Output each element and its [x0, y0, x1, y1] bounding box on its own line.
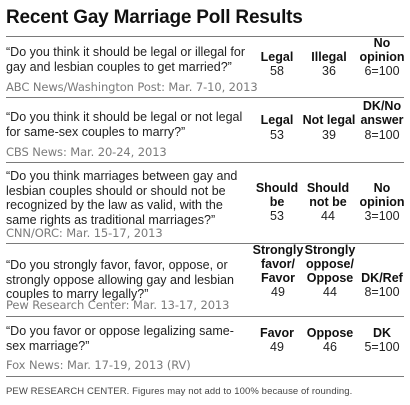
poll-question: “Do you favor or oppose legalizing same-…: [6, 324, 234, 353]
poll-value: 49: [270, 340, 284, 354]
poll-value: 6=100: [364, 64, 400, 78]
poll-value: 46: [323, 340, 337, 354]
poll-question: “Do you think it should be legal or not …: [6, 110, 243, 139]
column-header: Oppose: [306, 326, 354, 340]
poll-value: 8=100: [364, 128, 400, 142]
poll-value: 3=100: [364, 209, 400, 223]
divider: [6, 162, 404, 163]
column-header: Legal: [260, 113, 294, 127]
poll-question: “Do you think marriages between gay and …: [6, 169, 238, 227]
divider: [6, 243, 404, 244]
column-header: Illegal: [311, 50, 347, 64]
poll-source: ABC News/Washington Post: Mar. 7-10, 201…: [6, 80, 258, 94]
poll-source: Fox News: Mar. 17-19, 2013 (RV): [6, 358, 191, 372]
poll-value: 49: [271, 285, 285, 299]
poll-source: Pew Research Center: Mar. 13-17, 2013: [6, 298, 230, 312]
poll-question: “Do you strongly favor, favor, oppose, o…: [6, 258, 234, 301]
column-header: Should be: [255, 181, 299, 209]
footnote: PEW RESEARCH CENTER. Figures may not add…: [6, 386, 353, 397]
poll-value: 58: [270, 64, 284, 78]
column-header: Strongly favor/ Favor: [252, 243, 304, 285]
page-title: Recent Gay Marriage Poll Results: [6, 7, 303, 28]
poll-value: 8=100: [364, 285, 400, 299]
poll-value: 44: [321, 209, 335, 223]
column-header: Favor: [259, 326, 295, 340]
poll-source: CNN/ORC: Mar. 15-17, 2013: [6, 226, 163, 240]
column-header: Not legal: [302, 113, 356, 127]
column-header: Should not be: [306, 181, 350, 209]
divider: [6, 316, 404, 317]
column-header: Legal: [260, 50, 294, 64]
column-header: No opinion: [359, 181, 405, 209]
poll-source: CBS News: Mar. 20-24, 2013: [6, 145, 167, 159]
poll-value: 39: [322, 128, 336, 142]
poll-question: “Do you think it should be legal or ille…: [6, 45, 246, 74]
column-header: DK/No answer: [360, 99, 404, 127]
poll-value: 5=100: [364, 340, 400, 354]
divider: [6, 36, 404, 37]
poll-value: 53: [270, 128, 284, 142]
poll-value: 44: [323, 285, 337, 299]
column-header: Strongly oppose/ Oppose: [304, 243, 356, 285]
poll-value: 36: [322, 64, 336, 78]
column-header: No opinion: [359, 36, 405, 64]
column-header: DK: [372, 326, 392, 340]
column-header: DK/Ref: [361, 271, 403, 285]
divider: [6, 97, 404, 98]
poll-value: 53: [270, 209, 284, 223]
divider: [6, 376, 404, 377]
